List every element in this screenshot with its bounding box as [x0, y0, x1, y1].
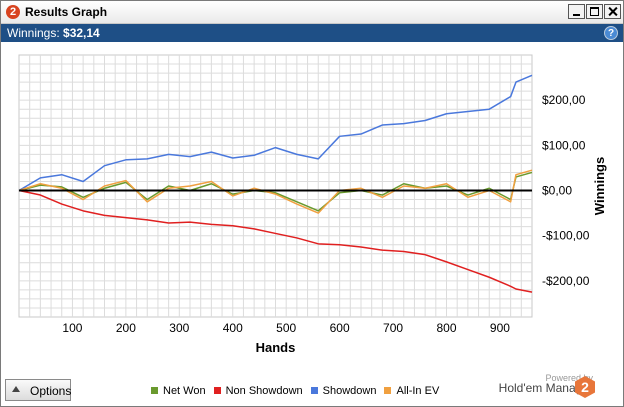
y-tick-label: $0,00 — [542, 184, 572, 198]
y-tick-label: -$100,00 — [542, 229, 590, 243]
holdem-manager-logo-icon: 2 — [575, 376, 595, 398]
brand-logo-text: 2 — [581, 379, 589, 395]
series-line — [18, 169, 533, 214]
window-title: Results Graph — [25, 5, 108, 19]
legend-item[interactable]: All-In EV — [384, 385, 439, 397]
series-line — [18, 171, 533, 212]
close-button[interactable] — [604, 4, 621, 19]
y-tick-label: -$200,00 — [542, 274, 590, 288]
maximize-button[interactable] — [586, 4, 603, 19]
legend-swatch — [213, 387, 221, 394]
legend-label: All-In EV — [396, 385, 440, 397]
legend-label: Non Showdown — [225, 385, 303, 397]
chart-svg: 100 200 300 400 500 600 700 800 900 $200,00 $100,0… — [18, 54, 607, 355]
y-axis-label: Winnings — [592, 157, 607, 215]
legend-swatch — [384, 387, 392, 394]
legend-item[interactable]: Net Won — [151, 385, 206, 397]
brand-name: Hold'em Manager — [498, 381, 593, 395]
x-tick-label: 100 — [62, 321, 82, 335]
powered-by-text: Powered by — [545, 373, 593, 383]
help-icon[interactable]: ? — [604, 26, 618, 40]
legend-swatch — [310, 387, 318, 394]
options-label: Options — [30, 384, 72, 398]
winnings-header: Winnings: $32,14 ? — [1, 24, 623, 42]
legend-label: Showdown — [322, 385, 377, 397]
x-tick-label: 400 — [223, 321, 243, 335]
minimize-button[interactable] — [568, 4, 585, 19]
series-line — [18, 189, 533, 293]
results-chart: 100 200 300 400 500 600 700 800 900 $200,00 $100,0… — [1, 43, 623, 373]
y-tick-label: $100,00 — [542, 138, 586, 152]
x-tick-label: 800 — [436, 321, 456, 335]
x-axis-label: Hands — [256, 340, 296, 355]
options-button[interactable]: Options — [5, 379, 71, 401]
legend-item[interactable]: Showdown — [310, 385, 377, 397]
legend-item[interactable]: Non Showdown — [213, 385, 303, 397]
x-tick-label: 900 — [490, 321, 510, 335]
chart-legend: Net Won Non Showdown Showdown All-In EV — [151, 385, 447, 397]
x-tick-label: 700 — [383, 321, 403, 335]
winnings-label: Winnings: — [7, 26, 60, 40]
footer-bar: Options Net Won Non Showdown Showdown All-I… — [1, 373, 623, 406]
legend-label: Net Won — [163, 385, 206, 397]
x-tick-label: 500 — [276, 321, 296, 335]
x-tick-label: 600 — [330, 321, 350, 335]
app-logo-icon: 2 — [6, 5, 20, 19]
title-bar[interactable]: 2 Results Graph — [1, 1, 623, 24]
winnings-value: $32,14 — [63, 26, 100, 40]
brand-block: Powered by Hold'em Manager — [483, 373, 593, 403]
x-tick-label: 300 — [169, 321, 189, 335]
winnings-summary: Winnings: $32,14 — [7, 26, 100, 40]
triangle-up-icon — [12, 386, 20, 392]
x-tick-label: 200 — [116, 321, 136, 335]
y-tick-label: $200,00 — [542, 93, 586, 107]
legend-swatch — [151, 387, 158, 394]
series-line — [18, 74, 533, 192]
